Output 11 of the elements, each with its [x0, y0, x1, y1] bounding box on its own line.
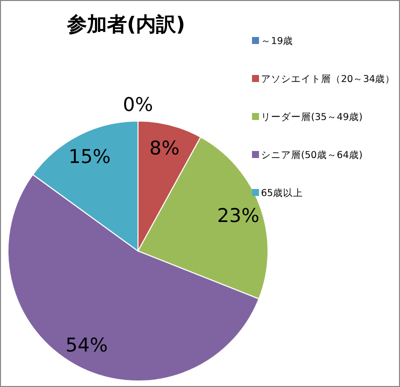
- text: 0%: [122, 94, 154, 116]
- legend-label: シニア層(50歳～64歳): [261, 149, 363, 161]
- chart-title: 参加者(内訳): [66, 12, 186, 36]
- data-label: 54%: [66, 334, 108, 356]
- legend-label: 65歳以上: [261, 187, 304, 199]
- legend-label: リーダー層(35～49歳): [261, 111, 363, 123]
- legend-label: ～19歳: [261, 35, 294, 47]
- data-label: 23%: [217, 204, 260, 227]
- legend-label: アソシエイト層（20～34歳）: [261, 73, 396, 85]
- data-label: 8%: [149, 138, 180, 160]
- data-label: 15%: [68, 146, 111, 168]
